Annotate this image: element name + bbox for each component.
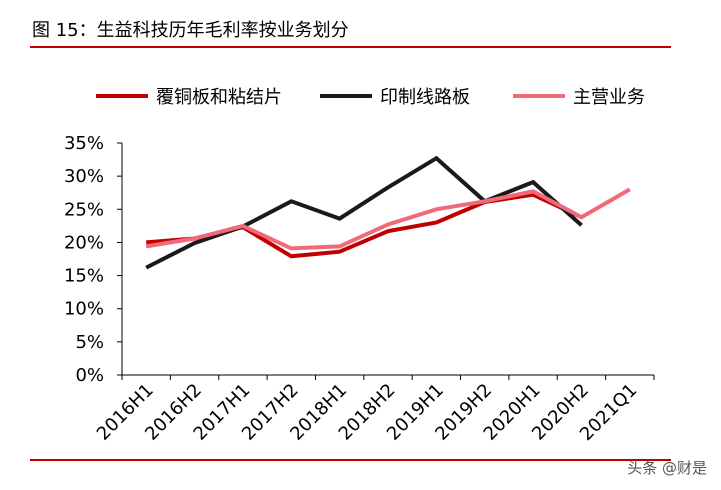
figure-title: 图 15：生益科技历年毛利率按业务划分 <box>32 20 349 41</box>
legend: 覆铜板和粘结片 印制线路板 主营业务 <box>96 87 645 108</box>
y-tick-label: 30% <box>64 166 104 187</box>
y-tick-label: 35% <box>64 133 104 154</box>
y-tick-label: 25% <box>64 199 104 220</box>
series-lines <box>145 155 631 270</box>
legend-label: 主营业务 <box>573 87 645 108</box>
y-tick-label: 0% <box>75 365 104 386</box>
y-tick-label: 15% <box>64 266 104 287</box>
x-axis: 2016H12016H22017H12017H22018H12018H22019… <box>93 374 655 445</box>
legend-label: 印制线路板 <box>380 87 470 108</box>
series-line <box>145 187 631 251</box>
y-tick-label: 10% <box>64 299 104 320</box>
series-line <box>145 155 583 270</box>
y-tick-label: 20% <box>64 232 104 253</box>
y-axis: 0% 5% 10% 15% 20% 25% 30% 35% <box>64 133 123 386</box>
y-tick-label: 5% <box>75 332 104 353</box>
watermark: 头条 @财是 <box>627 459 707 477</box>
title-rule <box>30 46 671 48</box>
bottom-rule <box>30 459 671 461</box>
legend-label: 覆铜板和粘结片 <box>156 87 282 108</box>
